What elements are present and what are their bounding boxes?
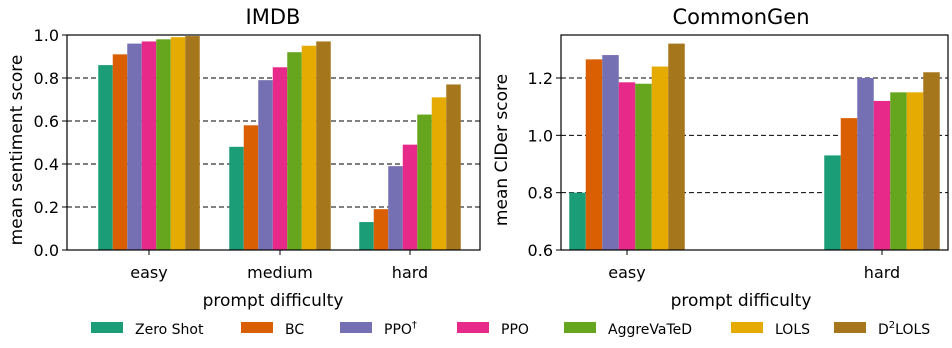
- commongen-ylabel: mean CIDer score: [492, 74, 512, 226]
- imdb-bar: [170, 37, 186, 251]
- imdb-ylabel: mean sentiment score: [7, 55, 27, 246]
- imdb-ytick-label: 0.8: [34, 69, 59, 88]
- legend: Zero Shot BC PPO† PPO AggreVaTeD LOLS D2LOLS: [91, 320, 930, 338]
- imdb-bar: [272, 67, 288, 250]
- imdb-ytick-label: 0.2: [34, 198, 59, 217]
- imdb-bar: [287, 52, 302, 251]
- commongen-bar: [840, 118, 858, 250]
- commongen-xtick-label: easy: [608, 263, 645, 282]
- commongen-bar: [668, 43, 685, 250]
- commongen-bar: [824, 155, 841, 250]
- commongen-bar: [569, 192, 586, 250]
- commongen-bar: [857, 78, 874, 250]
- commongen-ytick-label: 0.8: [528, 184, 553, 203]
- imdb-bar: [258, 80, 273, 251]
- legend-swatch: [457, 322, 489, 333]
- legend-swatch: [731, 322, 763, 333]
- imdb-xtick-label: medium: [247, 263, 313, 282]
- imdb-bar: [402, 144, 418, 250]
- commongen-bar: [890, 92, 907, 250]
- legend-label: BC: [285, 322, 304, 338]
- imdb-bar: [417, 114, 432, 250]
- legend-label: D2LOLS: [878, 320, 930, 338]
- imdb-xlabel: prompt difficulty: [203, 291, 344, 311]
- imdb-bar: [388, 166, 403, 250]
- commongen-bar: [923, 72, 940, 251]
- commongen-bar: [651, 66, 669, 251]
- imdb-panel: IMDB prompt difficulty mean sentiment sc…: [7, 5, 481, 311]
- commongen-ytick-label: 1.0: [528, 126, 553, 145]
- commongen-panel: CommonGen prompt difficulty mean CIDer s…: [492, 5, 949, 311]
- imdb-title: IMDB: [246, 5, 301, 29]
- imdb-bar: [301, 45, 317, 250]
- legend-label: PPO: [501, 322, 529, 338]
- imdb-bar: [373, 209, 389, 250]
- imdb-ytick-label: 0.6: [34, 112, 59, 131]
- legend-label: LOLS: [775, 322, 810, 338]
- legend-swatch: [834, 322, 866, 333]
- imdb-bar: [185, 36, 200, 251]
- commongen-ytick-label: 1.2: [528, 69, 553, 88]
- legend-swatch: [564, 322, 596, 333]
- imdb-bar: [243, 125, 259, 250]
- imdb-bar: [112, 54, 128, 250]
- imdb-bar: [359, 222, 374, 250]
- commongen-axes-frame: [560, 34, 949, 251]
- imdb-ytick-label: 0.0: [34, 241, 59, 260]
- imdb-xtick-label: easy: [130, 263, 167, 282]
- legend-swatch: [91, 322, 123, 333]
- commongen-bar: [635, 83, 652, 250]
- legend-label: Zero Shot: [135, 322, 204, 338]
- commongen-xtick-label: hard: [864, 263, 900, 282]
- imdb-bar: [127, 43, 142, 250]
- commongen-bar: [873, 100, 891, 250]
- legend-label: PPO†: [384, 320, 417, 338]
- imdb-xtick-label: hard: [392, 263, 428, 282]
- legend-swatch: [340, 322, 372, 333]
- commongen-ytick-label: 0.6: [528, 241, 553, 260]
- imdb-bar: [446, 84, 461, 250]
- commongen-bar: [602, 55, 619, 250]
- imdb-ytick-label: 1.0: [34, 26, 59, 45]
- imdb-ytick-label: 0.4: [34, 155, 59, 174]
- imdb-bar: [316, 41, 331, 251]
- imdb-bar: [431, 97, 447, 250]
- legend-label: AggreVaTeD: [608, 322, 692, 338]
- imdb-bar: [156, 39, 171, 250]
- imdb-bar: [141, 41, 157, 251]
- imdb-bar: [98, 65, 113, 250]
- commongen-xlabel: prompt difficulty: [671, 291, 812, 311]
- commongen-title: CommonGen: [672, 5, 809, 29]
- imdb-axes-frame: [66, 34, 481, 251]
- commongen-bar: [618, 82, 636, 250]
- imdb-bar: [229, 146, 244, 250]
- legend-swatch: [241, 322, 273, 333]
- commongen-bar: [585, 59, 603, 250]
- commongen-bar: [906, 92, 924, 250]
